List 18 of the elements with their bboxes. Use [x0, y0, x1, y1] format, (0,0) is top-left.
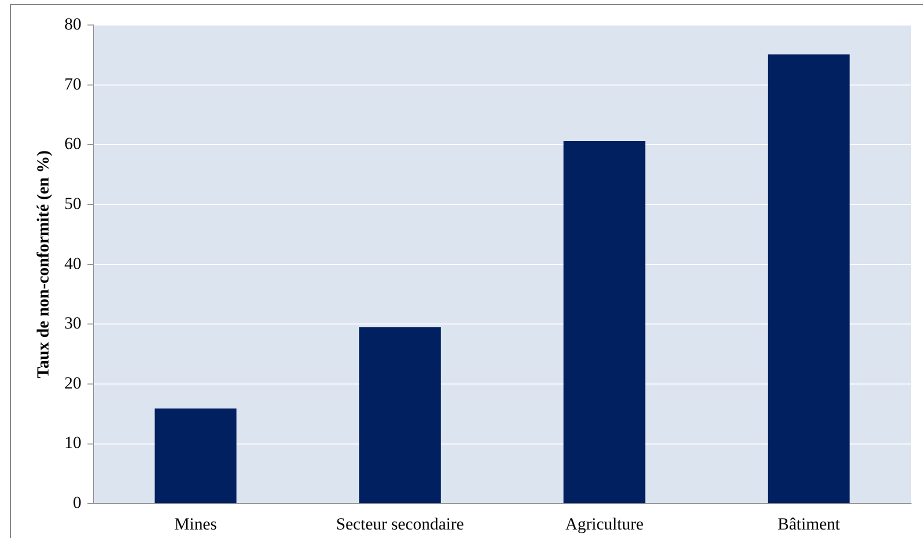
y-tick-label: 10: [64, 433, 82, 452]
x-tick-label: Agriculture: [565, 514, 644, 534]
y-tick-label: 80: [64, 14, 82, 34]
y-tick-label: 70: [64, 74, 82, 94]
bar: [768, 54, 850, 504]
y-tick-label: 0: [72, 493, 82, 512]
y-tick-label: 60: [64, 134, 82, 154]
x-tick-label: Mines: [174, 514, 217, 534]
bar: [564, 141, 646, 504]
x-tick-label: Secteur secondaire: [336, 514, 464, 534]
bar: [359, 327, 441, 504]
y-tick-label: 30: [64, 314, 82, 333]
y-axis-title: Taux de non-conformité (en %): [34, 150, 53, 378]
y-tick-label: 40: [64, 254, 82, 273]
bar: [154, 408, 236, 504]
y-tick-label: 20: [64, 373, 82, 392]
x-tick-label: Bâtiment: [778, 514, 840, 534]
y-tick-label: 50: [64, 194, 82, 213]
